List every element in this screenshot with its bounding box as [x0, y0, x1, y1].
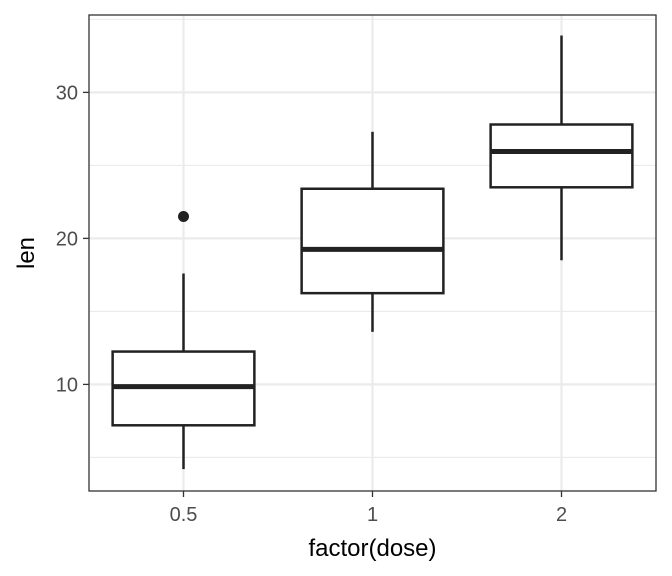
- box-group-0.5: [111, 210, 256, 470]
- y-tick-label: 10: [56, 374, 78, 396]
- axes-layer: 10 20 30 0.5 1 2: [56, 82, 567, 526]
- boxes-layer: [111, 35, 634, 470]
- y-axis-title: len: [13, 237, 40, 269]
- x-tick-label: 1: [367, 504, 378, 526]
- box-iqr: [489, 123, 634, 189]
- y-tick-label: 20: [56, 228, 78, 250]
- x-tick-label: 2: [556, 504, 567, 526]
- box-iqr: [300, 187, 445, 295]
- box-group-2: [489, 35, 634, 261]
- x-tick-label: 0.5: [170, 504, 198, 526]
- outlier-point: [178, 210, 189, 222]
- x-axis-title: factor(dose): [308, 535, 436, 562]
- box-group-1: [300, 131, 445, 332]
- y-tick-label: 30: [56, 82, 78, 104]
